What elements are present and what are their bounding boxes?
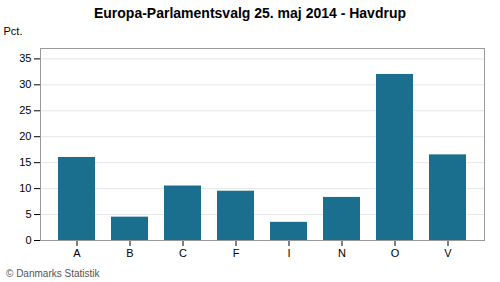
svg-text:35: 35 bbox=[19, 52, 31, 64]
svg-text:5: 5 bbox=[25, 208, 31, 220]
svg-text:B: B bbox=[126, 247, 133, 259]
svg-text:V: V bbox=[444, 247, 452, 259]
svg-text:15: 15 bbox=[19, 156, 31, 168]
svg-text:25: 25 bbox=[19, 104, 31, 116]
svg-text:20: 20 bbox=[19, 130, 31, 142]
html-text:© Danmarks Statistik: © Danmarks Statistik bbox=[6, 268, 100, 279]
svg-text:I: I bbox=[287, 247, 290, 259]
svg-text:0: 0 bbox=[25, 234, 31, 246]
svg-text:C: C bbox=[179, 247, 187, 259]
svg-text:Pct.: Pct. bbox=[4, 25, 23, 37]
svg-text:O: O bbox=[391, 247, 400, 259]
svg-text:30: 30 bbox=[19, 78, 31, 90]
svg-text:F: F bbox=[233, 247, 240, 259]
svg-text:10: 10 bbox=[19, 182, 31, 194]
svg-text:N: N bbox=[338, 247, 346, 259]
svg-text:A: A bbox=[73, 247, 81, 259]
html-text:Europa-Parlamentsvalg 25. maj: Europa-Parlamentsvalg 25. maj 2014 - Hav… bbox=[94, 5, 406, 21]
